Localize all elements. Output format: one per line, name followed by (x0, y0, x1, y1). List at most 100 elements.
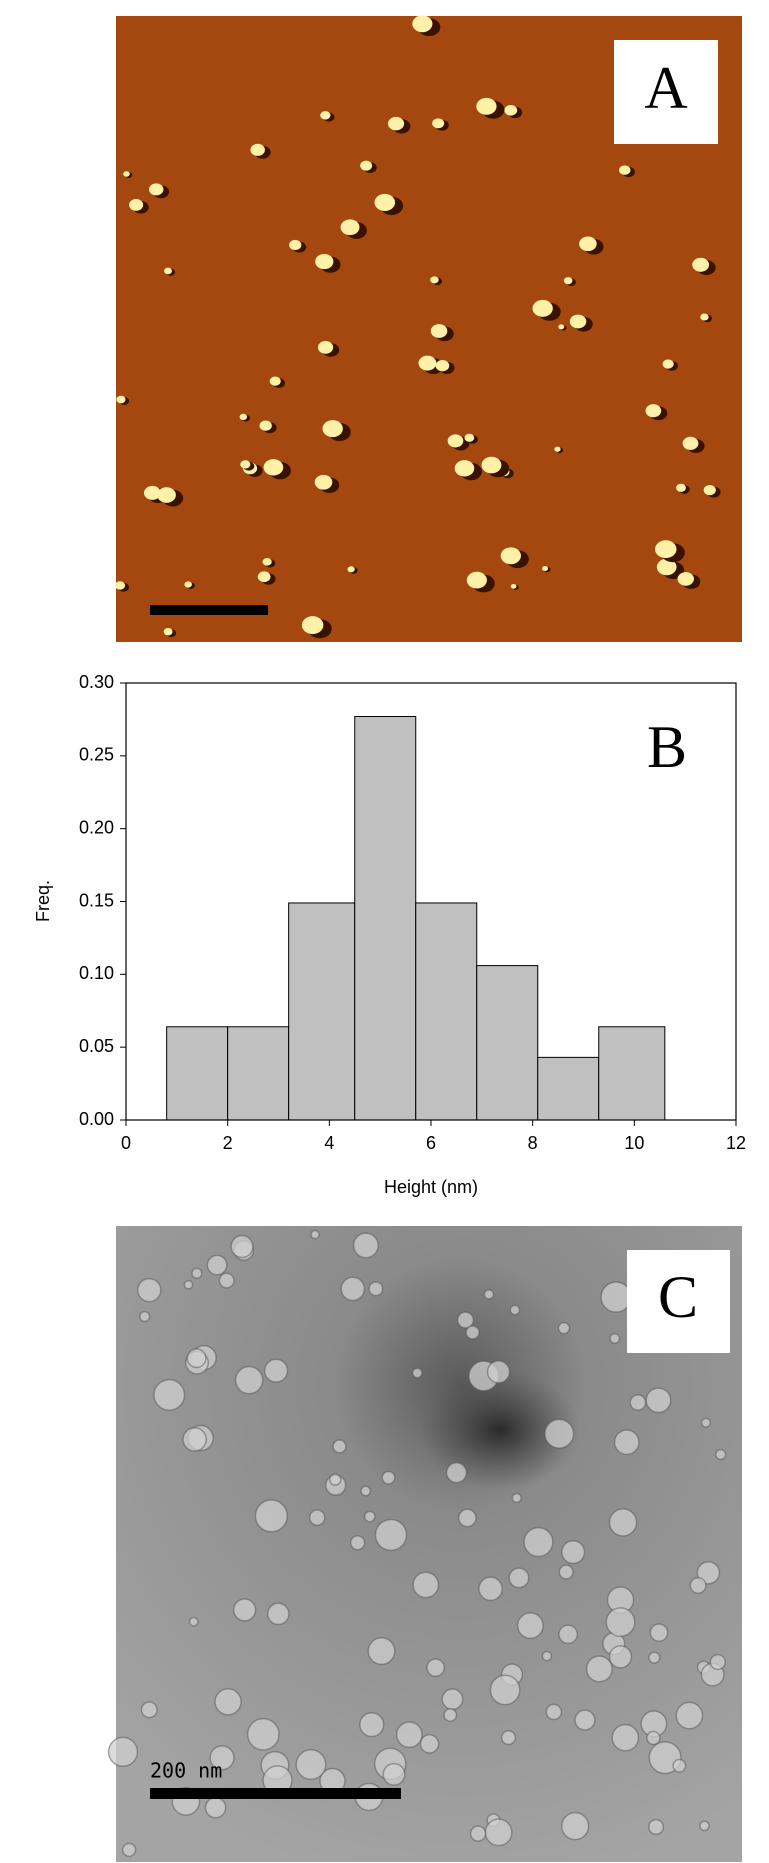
particle (374, 193, 396, 212)
y-tick-label: 0.05 (79, 1036, 114, 1056)
particle (700, 1417, 712, 1428)
particle (308, 1509, 326, 1526)
particle (191, 1267, 203, 1279)
y-tick-label: 0.00 (79, 1109, 114, 1129)
particle (143, 485, 161, 500)
particle (114, 581, 126, 590)
panel-label: C (658, 1264, 698, 1330)
particle (696, 1560, 721, 1585)
particle (382, 1762, 406, 1786)
bar (227, 1026, 290, 1121)
particle (116, 395, 126, 404)
particle (332, 1439, 347, 1454)
particle (121, 1842, 137, 1858)
x-tick-label: 8 (528, 1133, 538, 1153)
particle (648, 1651, 661, 1664)
particle (608, 1508, 638, 1537)
particle (184, 581, 192, 588)
particle (419, 1734, 440, 1754)
particle (254, 1499, 289, 1533)
particle (230, 1234, 254, 1259)
particle (465, 1325, 480, 1340)
x-tick-label: 2 (223, 1133, 233, 1153)
particle (317, 340, 334, 354)
y-tick-label: 0.20 (79, 817, 114, 837)
particle (545, 1703, 563, 1721)
particle (585, 1655, 613, 1683)
particle (677, 572, 694, 586)
x-tick-label: 10 (624, 1133, 644, 1153)
tem-image: 200 nm C (107, 1226, 742, 1862)
particle (107, 1736, 139, 1768)
particle (182, 1427, 207, 1452)
particle (675, 1701, 704, 1730)
particle (516, 1612, 544, 1640)
particle (153, 1378, 186, 1411)
particle (443, 1708, 458, 1722)
particle (469, 1825, 487, 1842)
particle (500, 1729, 517, 1746)
particle (240, 460, 251, 469)
particle (301, 616, 324, 635)
particle (560, 1811, 590, 1841)
particle (703, 485, 716, 496)
particle (206, 1254, 228, 1276)
particle (715, 1448, 727, 1461)
particle (340, 219, 360, 236)
particle (542, 566, 549, 572)
particle (426, 1658, 446, 1678)
particle (544, 1418, 575, 1449)
particle (483, 1289, 495, 1300)
particle (204, 1796, 227, 1819)
particle (561, 1540, 586, 1565)
particle (476, 97, 497, 115)
bar (354, 716, 417, 1121)
particle (136, 1277, 162, 1303)
bar (166, 1026, 229, 1121)
particle (574, 1709, 596, 1731)
particle (347, 566, 355, 573)
particle (466, 571, 487, 589)
particle (381, 1470, 396, 1485)
particle (259, 420, 272, 431)
x-tick-label: 6 (426, 1133, 436, 1153)
particle (214, 1688, 242, 1716)
particle (387, 116, 405, 131)
particle (148, 183, 164, 196)
scale-bar (150, 605, 268, 615)
particle (609, 1332, 621, 1345)
bar (288, 902, 356, 1121)
particle (352, 1232, 379, 1259)
afm-image: A (114, 15, 742, 642)
particle (647, 1818, 665, 1836)
particle (188, 1616, 199, 1627)
x-tick-label: 4 (324, 1133, 334, 1153)
particle (656, 558, 677, 576)
particle (523, 1526, 554, 1558)
particle (532, 299, 553, 317)
particle (310, 1229, 320, 1240)
particle (232, 1598, 257, 1622)
particle (445, 1462, 468, 1484)
particle (554, 446, 561, 452)
particle (569, 314, 587, 329)
particle (579, 236, 597, 252)
particle (314, 474, 333, 490)
label-box (614, 40, 718, 144)
particle (672, 1758, 687, 1773)
particle (611, 1723, 640, 1752)
particle (682, 436, 699, 450)
particle (454, 460, 475, 477)
particle (435, 359, 450, 372)
particle (218, 1272, 235, 1289)
y-tick-label: 0.30 (79, 672, 114, 692)
y-tick-label: 0.15 (79, 890, 114, 910)
particle (263, 1358, 289, 1383)
particle (128, 198, 144, 211)
particle (456, 1311, 475, 1329)
particle (183, 1279, 194, 1290)
particle (558, 1564, 574, 1580)
particle (558, 1624, 579, 1645)
particle (457, 1508, 477, 1528)
